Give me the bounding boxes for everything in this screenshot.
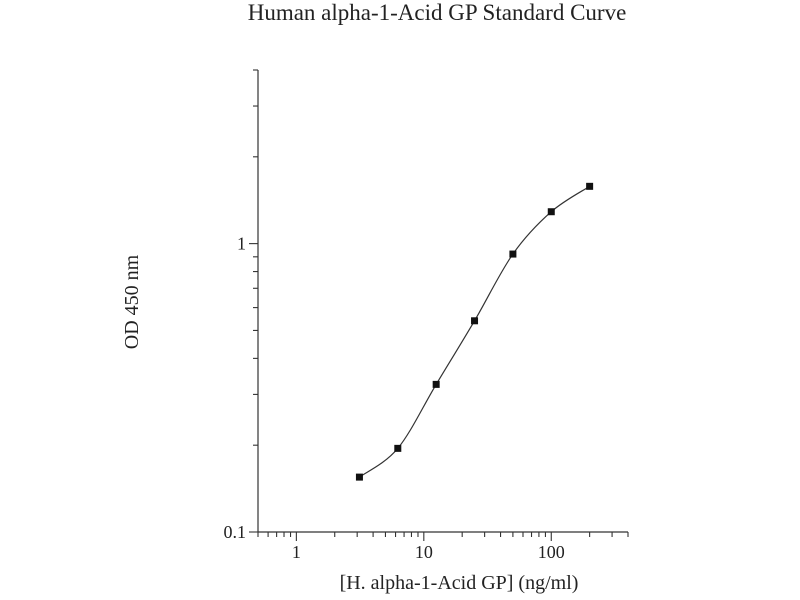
- data-point-marker: [394, 444, 402, 452]
- x-tick-label: 10: [415, 542, 433, 562]
- data-point-marker: [471, 317, 479, 325]
- x-tick-label: 100: [538, 542, 565, 562]
- x-axis-label: [H. alpha-1-Acid GP] (ng/ml): [340, 572, 579, 594]
- x-tick-label: 1: [292, 542, 301, 562]
- data-point-marker: [509, 250, 517, 258]
- y-tick-label: 0.1: [224, 522, 247, 542]
- data-point-marker: [432, 380, 440, 388]
- data-point-marker: [355, 473, 363, 481]
- fit-curve-line: [359, 185, 590, 478]
- data-point-marker: [547, 208, 555, 216]
- y-tick-label: 1: [237, 234, 246, 254]
- chart-title: Human alpha-1-Acid GP Standard Curve: [248, 0, 627, 25]
- data-point-marker: [586, 182, 594, 190]
- y-axis-label: OD 450 nm: [121, 254, 143, 349]
- plot-area: 1 10 100 0.1 1: [224, 69, 629, 562]
